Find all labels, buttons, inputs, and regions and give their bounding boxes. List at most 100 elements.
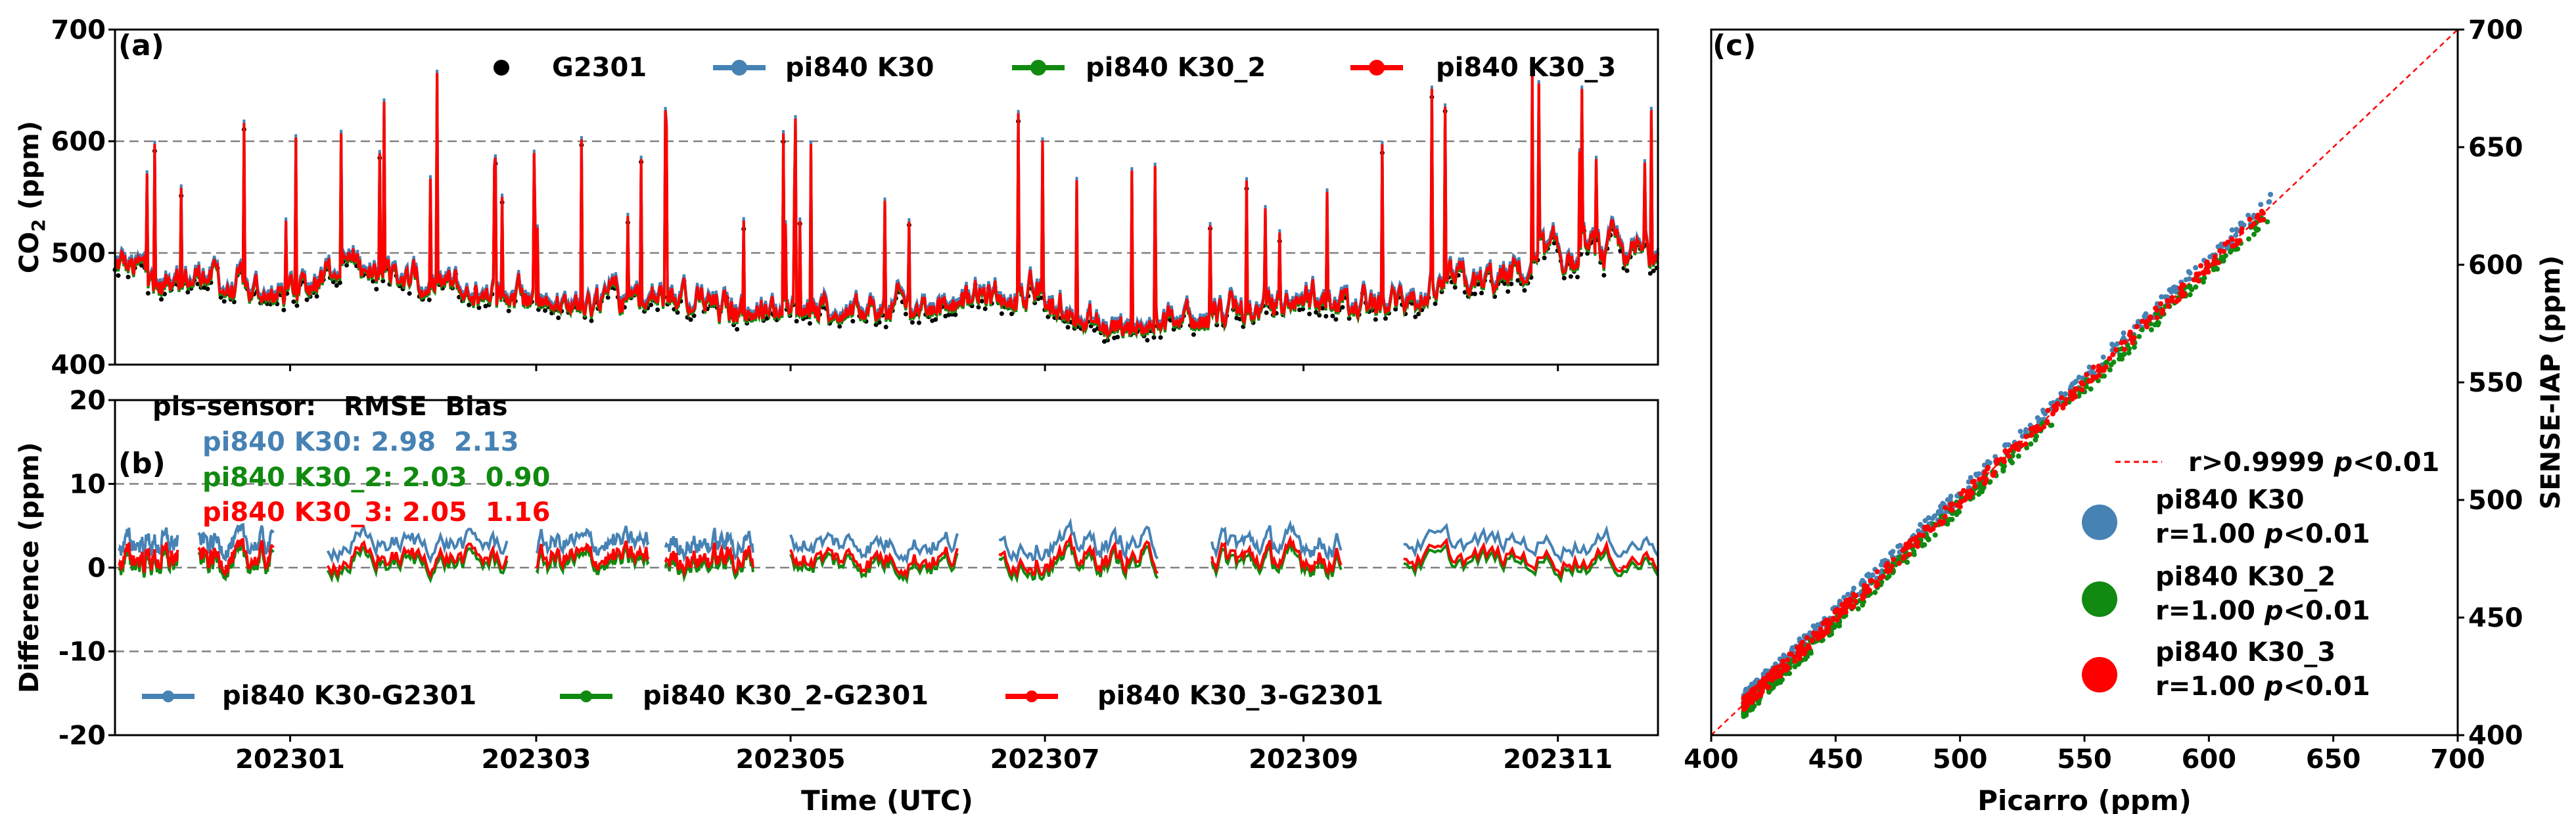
g2301-point xyxy=(1323,313,1329,319)
scatter-point-k30-3 xyxy=(2201,269,2207,275)
legend-marker-k30-2 xyxy=(1030,60,1046,76)
g2301-point xyxy=(976,305,981,309)
scatter-point-k30-2 xyxy=(1911,552,1917,558)
g2301-point xyxy=(205,286,210,292)
ytick-label: 400 xyxy=(2468,721,2523,751)
scatter-point-k30 xyxy=(2170,285,2176,291)
g2301-point xyxy=(337,280,342,285)
g2301-point xyxy=(294,303,300,308)
legend-stat-c-k30: r=1.00 p<0.01 xyxy=(2155,519,2370,549)
ytick-label: 400 xyxy=(51,350,106,380)
g2301-point xyxy=(979,298,984,304)
diff-line-k30-2 xyxy=(789,551,959,585)
g2301-point xyxy=(1373,317,1378,322)
panel-a-legend: G2301 pi840 K30 pi840 K30_2 pi840 K30_3 xyxy=(494,53,1616,83)
scatter-point-k30-3 xyxy=(1792,654,1798,660)
scatter-point-k30-3 xyxy=(1910,536,1916,542)
panel-b-gridlines xyxy=(115,483,1658,652)
xtick-label: 700 xyxy=(2430,744,2485,775)
diff-line-k30 xyxy=(197,522,275,562)
scatter-point-k30-3 xyxy=(1970,479,1975,485)
scatter-point-k30-2 xyxy=(1808,650,1814,656)
scatter-point-k30 xyxy=(2193,265,2199,271)
scatter-point-k30-3 xyxy=(2054,401,2060,407)
scatter-point-k30-2 xyxy=(2034,434,2039,440)
g2301-point xyxy=(374,286,379,292)
panel-a-label: (a) xyxy=(118,29,164,62)
g2301-point xyxy=(1333,317,1339,322)
scatter-point-k30-2 xyxy=(1897,554,1902,560)
scatter-point-k30-3 xyxy=(2179,288,2184,294)
scatter-point-k30-3 xyxy=(1851,603,1856,609)
g2301-point xyxy=(116,273,121,278)
scatter-point-k30-3 xyxy=(1933,522,1939,528)
scatter-point-k30-3 xyxy=(1994,457,2000,463)
scatter-point-k30-3 xyxy=(2090,374,2096,380)
g2301-point xyxy=(1509,281,1514,286)
g2301-point xyxy=(304,297,310,302)
g2301-point xyxy=(953,312,958,317)
scatter-point-k30-3 xyxy=(1983,478,1989,484)
scatter-point-k30-3 xyxy=(1972,484,1978,489)
diff-line-k30-2 xyxy=(998,537,1159,584)
scatter-point-k30-3 xyxy=(1831,616,1837,622)
scatter-point-k30-3 xyxy=(1839,602,1845,608)
ytick-label: 700 xyxy=(2468,15,2523,45)
g2301-point xyxy=(1115,334,1120,340)
scatter-point-k30-3 xyxy=(1920,533,1926,538)
scatter-point-k30-3 xyxy=(2237,238,2243,244)
scatter-point-k30-3 xyxy=(1741,704,1747,710)
legend-label-k30-2-diff: pi840 K30_2-G2301 xyxy=(643,681,929,711)
scatter-point-k30-3 xyxy=(2225,239,2231,245)
xtick-label: 202305 xyxy=(736,744,846,775)
scatter-point-k30 xyxy=(1860,577,1866,583)
g2301-point xyxy=(1009,311,1014,317)
scatter-point-k30 xyxy=(2234,227,2240,233)
g2301-point xyxy=(794,319,799,324)
diff-line-k30 xyxy=(326,525,509,564)
panel-b-legend: pi840 K30-G2301 pi840 K30_2-G2301 pi840 … xyxy=(142,681,1383,711)
g2301-point xyxy=(999,311,1004,316)
scatter-point-k30 xyxy=(2268,192,2274,197)
scatter-point-k30-3 xyxy=(1837,611,1843,617)
legend-label-k30-diff: pi840 K30-G2301 xyxy=(222,681,476,711)
g2301-point xyxy=(139,263,144,268)
g2301-point xyxy=(1651,268,1656,273)
xtick-label: 202307 xyxy=(990,744,1100,775)
ytick-label: 10 xyxy=(69,470,106,500)
xtick-label: 202311 xyxy=(1503,744,1613,775)
scatter-point-k30 xyxy=(2058,391,2064,396)
scatter-point-k30-3 xyxy=(1753,694,1759,699)
g2301-point xyxy=(1145,338,1150,343)
scatter-point-k30-3 xyxy=(2044,420,2050,426)
legend-label-k30-3: pi840 K30_3 xyxy=(1436,53,1616,83)
legend-stat-c-k30-2: r=1.00 p<0.01 xyxy=(2155,596,2370,626)
scatter-point-k30-3 xyxy=(2045,407,2051,413)
scatter-point-k30-2 xyxy=(2088,386,2094,392)
scatter-point-k30-2 xyxy=(2121,351,2127,357)
scatter-point-k30-3 xyxy=(1877,576,1883,581)
legend-marker-c-k30-2 xyxy=(2082,581,2117,617)
scatter-point-k30-3 xyxy=(2023,441,2029,447)
scatter-point-k30-3 xyxy=(2004,450,2010,456)
scatter-point-k30-3 xyxy=(2204,259,2210,265)
scatter-point-k30-3 xyxy=(1869,577,1875,583)
scatter-point-k30-3 xyxy=(2131,335,2137,340)
diff-line-k30-3 xyxy=(535,540,650,571)
scatter-point-k30-2 xyxy=(2155,319,2161,325)
diff-line-k30 xyxy=(1403,522,1659,564)
scatter-point-k30-2 xyxy=(2102,373,2107,379)
scatter-point-k30-3 xyxy=(1900,556,1906,561)
panel-c-series xyxy=(1711,29,2458,736)
scatter-point-k30-3 xyxy=(2015,447,2021,452)
g2301-point xyxy=(218,295,223,300)
scatter-point-k30-3 xyxy=(2029,432,2035,438)
ytick-label: 650 xyxy=(2468,133,2523,163)
scatter-point-k30-2 xyxy=(1872,589,1878,595)
scatter-point-k30-2 xyxy=(2049,422,2055,428)
ytick-label: 20 xyxy=(69,386,106,416)
g2301-point xyxy=(476,305,482,310)
scatter-point-k30-3 xyxy=(2072,394,2078,399)
scatter-point-k30-2 xyxy=(2222,253,2228,259)
g2301-point xyxy=(426,297,432,302)
